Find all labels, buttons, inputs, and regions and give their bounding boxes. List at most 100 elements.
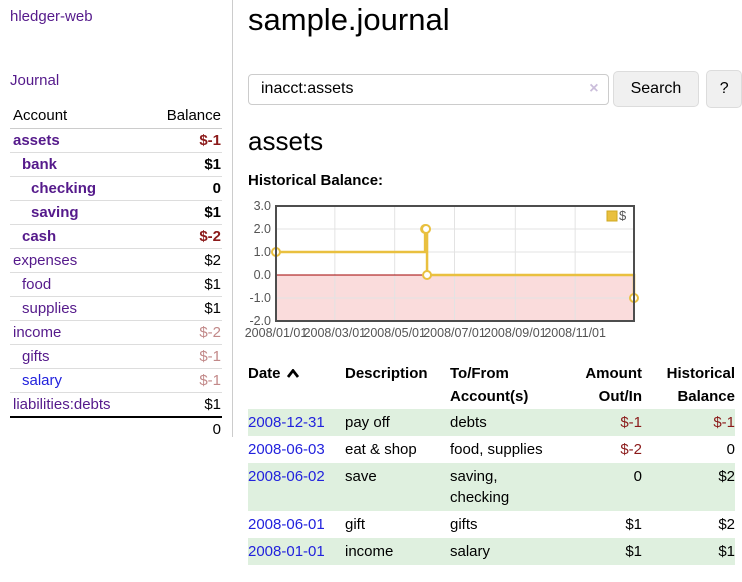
account-link[interactable]: food	[22, 276, 52, 293]
register-amount: $1	[625, 516, 642, 533]
register-row: 2008-12-31 pay off debts $-1 $-1	[248, 409, 735, 436]
svg-text:2008/01/01: 2008/01/01	[245, 326, 308, 340]
register-description: pay off	[345, 409, 450, 436]
column-header-description: Description	[345, 365, 428, 382]
account-link[interactable]: gifts	[22, 348, 50, 365]
register-balance: 0	[726, 441, 735, 458]
register-accounts: salary	[450, 538, 566, 565]
sidebar: hledger-web Journal Account Balance asse…	[0, 0, 233, 441]
register-date-link[interactable]: 2008-06-03	[248, 441, 325, 458]
register-description: eat & shop	[345, 441, 417, 458]
account-balance: $-2	[144, 224, 222, 249]
accounts-header-account: Account	[10, 105, 145, 129]
register-date-link[interactable]: 2008-12-31	[248, 414, 325, 431]
register-balance: $2	[642, 463, 735, 511]
account-balance: $1	[144, 392, 222, 417]
register-amount: $1	[566, 538, 642, 565]
account-row: saving $1	[10, 200, 222, 225]
column-header-accounts: To/From Account(s)	[450, 365, 529, 405]
account-link[interactable]: bank	[22, 156, 58, 173]
svg-text:2008/03/01: 2008/03/01	[304, 326, 367, 340]
page-title: sample.journal	[248, 2, 450, 37]
app-layout: hledger-web Journal Account Balance asse…	[0, 0, 742, 565]
register-accounts: debts	[450, 409, 566, 436]
search-form: × Search ?	[248, 70, 742, 108]
svg-text:$: $	[619, 208, 627, 223]
search-input[interactable]	[248, 73, 609, 105]
svg-text:-1.0: -1.0	[249, 291, 271, 305]
account-row: income $-2	[10, 320, 222, 345]
account-row: cash $-2	[10, 224, 222, 249]
accounts-total-spacer	[10, 416, 145, 441]
register-balance: $-1	[642, 409, 735, 436]
accounts-table: Account Balance assets $-1 bank $1 checking 0…	[10, 105, 222, 441]
account-link[interactable]: income	[13, 324, 62, 341]
account-balance: $-1	[144, 344, 222, 369]
account-row: assets $-1	[10, 129, 222, 153]
svg-text:3.0: 3.0	[254, 199, 271, 213]
account-balance: $2	[144, 248, 222, 273]
register-accounts: saving, checking	[450, 463, 566, 511]
accounts-header-balance: Balance	[144, 105, 222, 129]
register-balance: $1	[642, 538, 735, 565]
main-content: sample.journal × Search ? assets Histori…	[233, 0, 742, 565]
brand-link[interactable]: hledger-web	[10, 8, 93, 25]
register-description: save	[345, 463, 450, 511]
svg-text:-2.0: -2.0	[249, 314, 271, 328]
account-balance: $1	[144, 272, 222, 297]
account-link[interactable]: supplies	[22, 300, 78, 317]
svg-text:0.0: 0.0	[254, 268, 271, 282]
account-balance: $-1	[199, 132, 221, 149]
svg-text:2008/09/01: 2008/09/01	[484, 326, 547, 340]
help-button[interactable]: ?	[706, 70, 742, 108]
register-accounts: food, supplies	[450, 441, 543, 458]
account-balance: $-1	[144, 368, 222, 393]
account-link[interactable]: assets	[13, 132, 60, 149]
account-row: expenses $2	[10, 248, 222, 273]
chevron-up-icon	[286, 368, 299, 378]
account-row: supplies $1	[10, 296, 222, 321]
svg-text:2008/07/01: 2008/07/01	[423, 326, 486, 340]
register-accounts: gifts	[450, 516, 478, 533]
column-header-date-label: Date	[248, 365, 281, 382]
account-balance: $1	[144, 296, 222, 321]
register-row: 2008-06-01 gift gifts $1 $2	[248, 511, 735, 538]
account-row: salary $-1	[10, 368, 222, 393]
register-row: 2008-01-01 income salary $1 $1	[248, 538, 735, 565]
account-link[interactable]: saving	[31, 204, 79, 221]
account-row: gifts $-1	[10, 344, 222, 369]
account-balance: $1	[144, 200, 222, 225]
historical-balance-chart: $3.0 2.0 1.0 0.0 -1.0 -2.0 2008/01/01 2008/03/0…	[245, 199, 648, 341]
register-row: 2008-06-02 save saving, checking 0 $2	[248, 463, 735, 511]
register-date-link[interactable]: 2008-06-02	[248, 468, 325, 485]
chart-label: Historical Balance:	[248, 172, 384, 189]
account-balance: $-2	[144, 320, 222, 345]
register-description: gift	[345, 516, 366, 533]
accounts-total: 0	[144, 416, 222, 441]
register-amount: 0	[566, 463, 642, 511]
register-row: 2008-06-03 eat & shop food, supplies $-2 0	[248, 436, 735, 463]
search-button[interactable]: Search	[612, 71, 700, 107]
svg-text:2008/05/01: 2008/05/01	[363, 326, 426, 340]
register-balance: $2	[718, 516, 735, 533]
search-box: ×	[248, 73, 609, 105]
svg-text:1.0: 1.0	[254, 245, 271, 259]
column-header-balance: Historical Balance	[666, 365, 735, 405]
clear-search-icon[interactable]: ×	[589, 79, 599, 97]
account-row: liabilities:debts $1	[10, 392, 222, 417]
column-header-date[interactable]: Date	[248, 361, 345, 409]
account-link[interactable]: checking	[31, 180, 97, 197]
register-date-link[interactable]: 2008-06-01	[248, 516, 325, 533]
sidebar-item-journal[interactable]: Journal	[10, 72, 60, 89]
account-link[interactable]: expenses	[13, 252, 78, 269]
register-amount: $-2	[620, 441, 642, 458]
register-table: Date Description To/From Account(s) Amou…	[248, 361, 735, 565]
account-link[interactable]: liabilities:debts	[13, 396, 111, 413]
account-row: bank $1	[10, 152, 222, 177]
account-balance: 0	[144, 176, 222, 201]
svg-text:2.0: 2.0	[254, 222, 271, 236]
account-balance: $1	[144, 152, 222, 177]
account-link[interactable]: cash	[22, 228, 57, 245]
account-link[interactable]: salary	[22, 372, 63, 389]
register-date-link[interactable]: 2008-01-01	[248, 543, 325, 560]
